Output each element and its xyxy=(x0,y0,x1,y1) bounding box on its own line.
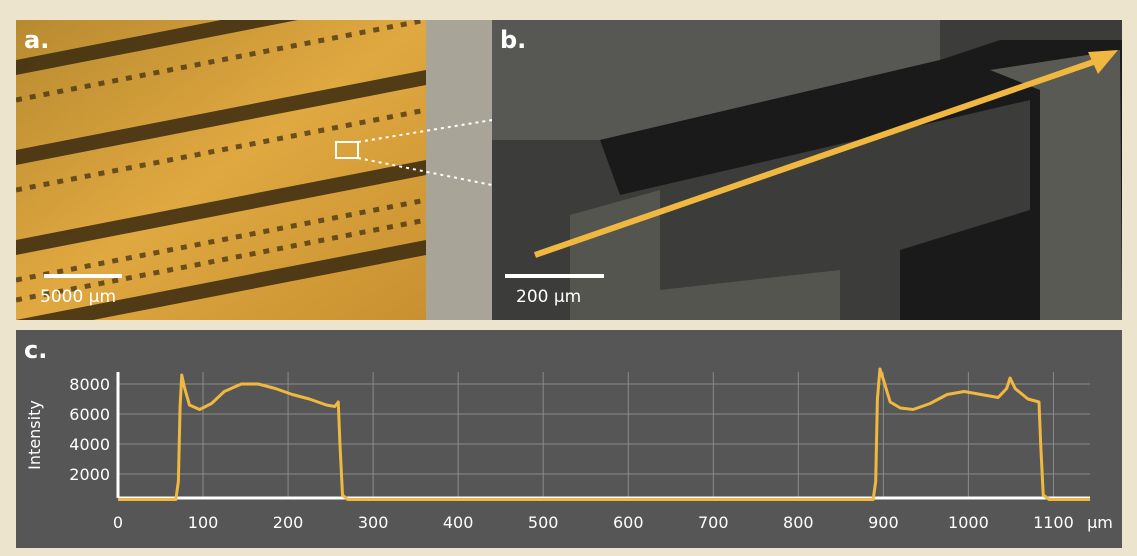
x-tick-label: 1000 xyxy=(948,513,989,532)
x-tick-label: 100 xyxy=(188,513,219,532)
panel-label: a. xyxy=(24,26,49,54)
y-tick-label: 2000 xyxy=(69,465,110,484)
x-tick-label: 0 xyxy=(113,513,123,532)
zoom-connector xyxy=(426,20,492,320)
plot: 2000 4000 6000 8000 0 100 200 300 400 500 600 700 80… xyxy=(69,367,1090,532)
x-tick-label: 1100 xyxy=(1033,513,1074,532)
x-tick-label: 700 xyxy=(698,513,729,532)
micrograph-b xyxy=(492,20,1122,320)
x-axis-label: µm xyxy=(1087,513,1113,532)
x-tick-label: 300 xyxy=(358,513,389,532)
y-axis-label: Intensity xyxy=(25,400,44,470)
x-tick-label: 600 xyxy=(613,513,644,532)
scale-bar-label: 200 µm xyxy=(516,287,581,307)
x-tick-label: 900 xyxy=(868,513,899,532)
panel-label: c. xyxy=(24,336,47,364)
micrograph-a xyxy=(16,20,426,320)
y-tick-label: 6000 xyxy=(69,405,110,424)
x-tick-label: 500 xyxy=(528,513,559,532)
data-line xyxy=(118,367,1090,501)
chart-panel xyxy=(16,330,1122,548)
x-tick-label: 400 xyxy=(443,513,474,532)
x-tick-label: 200 xyxy=(273,513,304,532)
zoom-lines xyxy=(357,119,493,186)
y-tick-label: 8000 xyxy=(69,375,110,394)
y-tick-label: 4000 xyxy=(69,435,110,454)
x-tick-label: 800 xyxy=(783,513,814,532)
panel-label: b. xyxy=(500,26,526,54)
scale-bar-label: 5000 µm xyxy=(40,287,116,307)
